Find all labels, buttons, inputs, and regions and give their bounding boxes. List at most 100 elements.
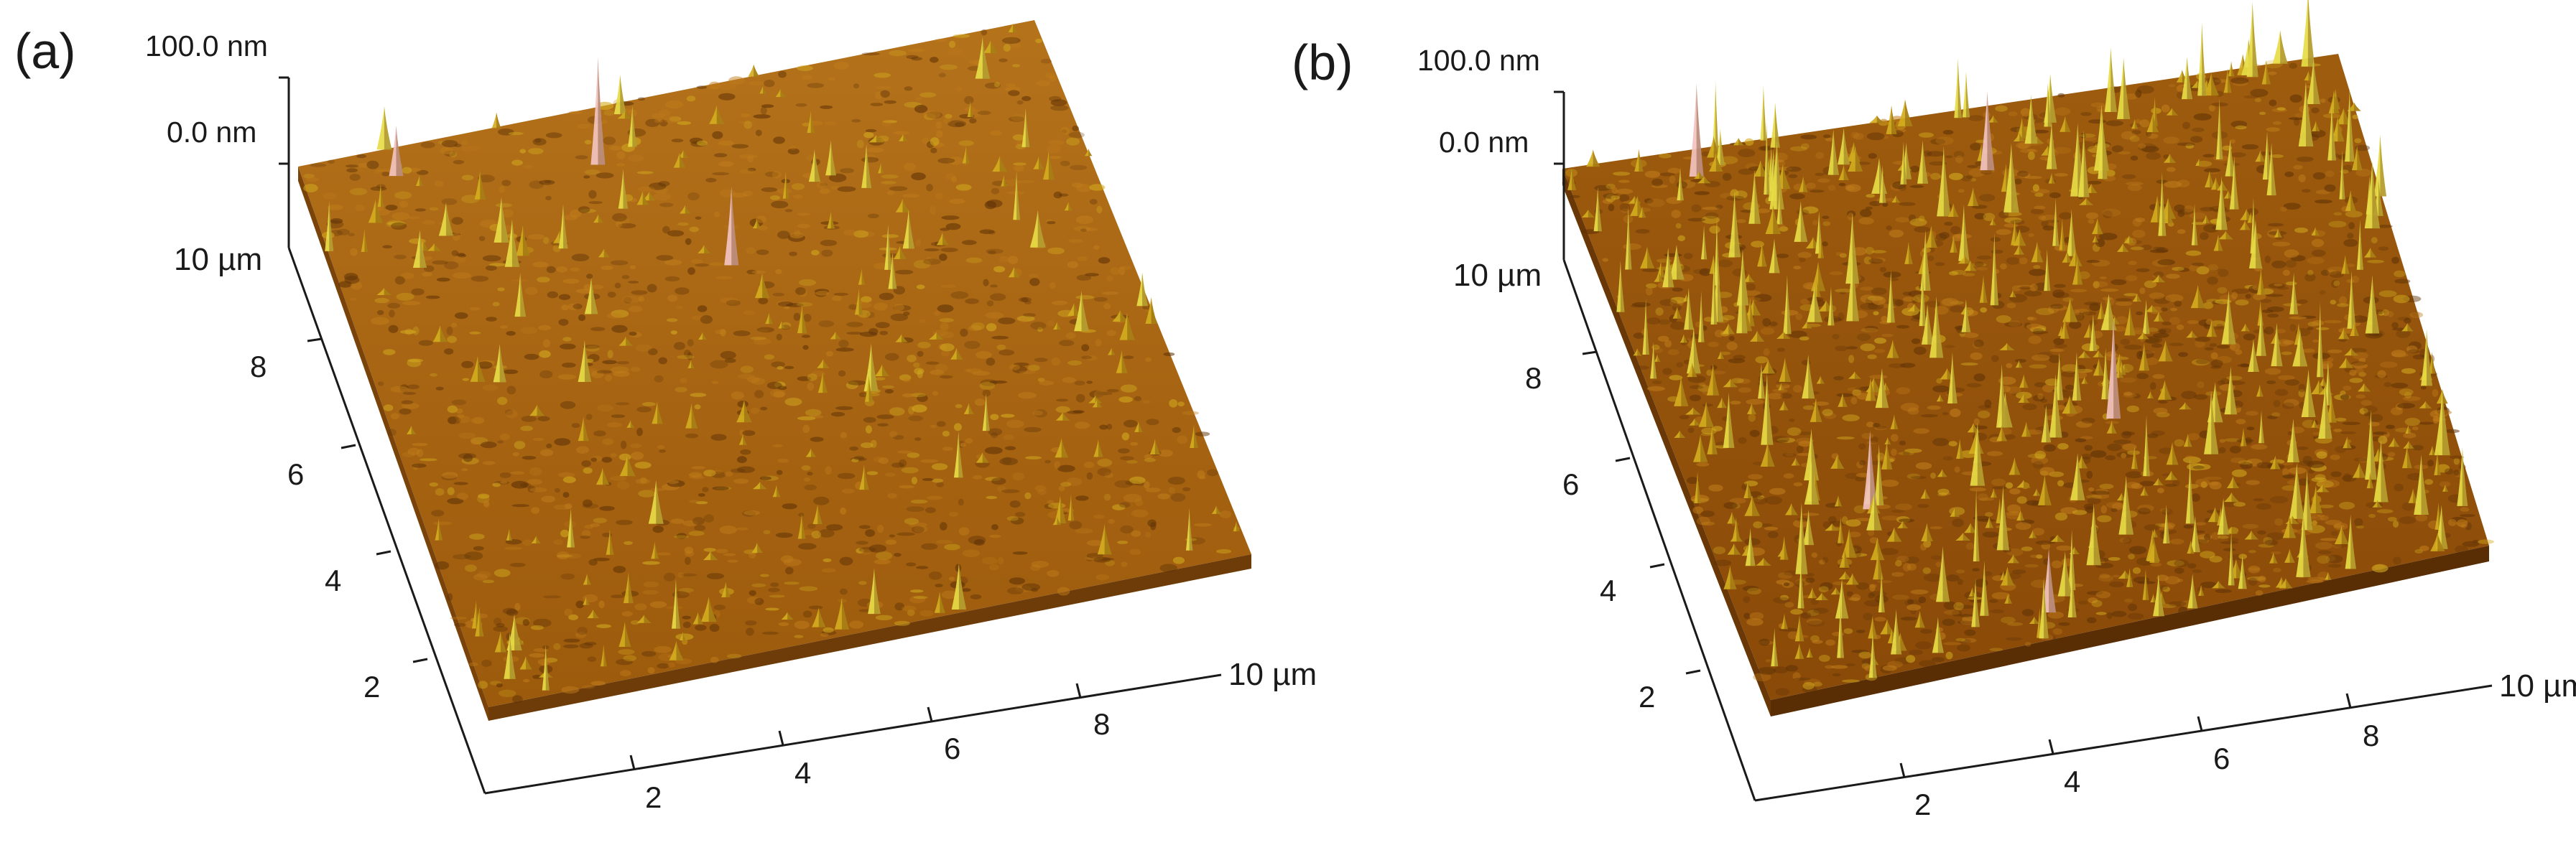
surface-peak-shadow <box>2394 437 2400 447</box>
surface-peak-shadow <box>2445 484 2449 492</box>
surface-peak <box>438 202 454 236</box>
surface-peak <box>834 597 850 630</box>
surface-grain <box>2342 475 2357 482</box>
surface-grain <box>940 284 957 289</box>
surface-peak <box>1838 127 1850 165</box>
surface-grain <box>511 480 529 489</box>
surface-grain <box>1696 462 1710 467</box>
surface-grain <box>2368 414 2383 422</box>
surface-peak <box>2116 243 2129 252</box>
surface-peak <box>494 631 507 653</box>
surface-peak <box>1891 195 1901 203</box>
surface-grain <box>986 358 996 366</box>
surface-grain <box>1016 179 1035 184</box>
surface-grain <box>2191 358 2210 366</box>
surface-grain <box>1081 344 1090 352</box>
x-tick <box>778 730 784 746</box>
surface-grain <box>583 175 590 179</box>
surface-grain <box>597 404 613 412</box>
surface-grain <box>2248 549 2256 554</box>
surface-peak-shadow <box>881 163 884 174</box>
surface-grain <box>1902 297 1914 302</box>
surface-peak <box>2066 209 2077 256</box>
surface-grain <box>412 463 427 468</box>
surface-grain <box>1095 339 1102 347</box>
surface-grain <box>2189 212 2207 220</box>
surface-peak-shadow <box>563 204 568 249</box>
surface-grain <box>2246 207 2258 216</box>
surface-peak-shadow <box>726 582 731 598</box>
surface-grain <box>1744 538 1761 546</box>
surface-peak <box>519 656 532 670</box>
surface-peak <box>2312 121 2320 131</box>
surface-grain <box>1006 516 1019 521</box>
surface-grain <box>1958 189 1965 193</box>
surface-grain <box>562 279 580 284</box>
surface-grain <box>2284 249 2299 258</box>
surface-peak-shadow <box>2057 534 2065 542</box>
surface-peak-shadow <box>871 343 879 391</box>
surface-peak-shadow <box>685 205 691 214</box>
surface-grain <box>2327 266 2345 274</box>
surface-grain <box>2270 154 2284 158</box>
surface-grain <box>2191 493 2200 502</box>
surface-grain <box>2195 340 2205 348</box>
surface-peak <box>2241 323 2251 332</box>
surface-peak <box>1804 460 1820 505</box>
surface-grain <box>1860 209 1872 218</box>
surface-grain <box>482 579 495 584</box>
surface-grain <box>537 416 550 421</box>
surface-grain <box>1771 436 1790 443</box>
surface-peak <box>474 171 486 200</box>
surface-grain <box>1667 349 1680 355</box>
surface-grain <box>1655 307 1664 316</box>
surface-grain <box>609 145 621 151</box>
surface-peak-shadow <box>1894 414 1899 429</box>
surface-grain <box>1036 80 1051 87</box>
surface-peak <box>1694 471 1701 503</box>
surface-grain <box>593 557 610 561</box>
surface-grain <box>1014 585 1032 592</box>
surface-grain <box>1671 210 1681 218</box>
surface-peak <box>2274 228 2282 238</box>
surface-peak <box>1672 307 1682 319</box>
surface-peak-shadow <box>656 480 664 524</box>
surface-grain <box>616 360 630 365</box>
surface-peak-shadow <box>2013 554 2020 564</box>
surface-grain <box>2123 391 2133 396</box>
surface-grain <box>441 198 458 205</box>
surface-grain <box>1019 370 1036 375</box>
surface-peak <box>1033 157 1044 169</box>
surface-grain <box>2081 417 2095 424</box>
surface-peak-shadow <box>2072 529 2076 591</box>
surface-grain <box>2266 294 2284 297</box>
surface-grain <box>1731 378 1744 383</box>
surface-grain <box>1825 137 1835 141</box>
surface-grain <box>928 571 942 580</box>
surface-peak-shadow <box>329 201 334 251</box>
surface-grain <box>2207 276 2218 285</box>
surface-grain <box>2187 319 2199 325</box>
surface-peak <box>2041 405 2052 443</box>
surface-grain <box>833 61 849 70</box>
surface-grain <box>657 444 665 449</box>
surface-peak <box>2093 350 2105 358</box>
surface-peak-shadow <box>936 332 945 340</box>
surface-grain <box>2317 550 2332 554</box>
surface-peak <box>2347 102 2361 111</box>
surface-peak <box>2244 531 2258 540</box>
surface-grain <box>1011 113 1026 121</box>
surface-peak-shadow <box>2129 567 2133 587</box>
surface-grain <box>2164 576 2180 584</box>
surface-grain <box>1856 333 1871 342</box>
surface-grain <box>911 477 917 485</box>
surface-grain <box>1021 583 1041 591</box>
surface-peak-shadow <box>2190 540 2195 554</box>
surface-peak-shadow <box>1816 398 1822 422</box>
surface-grain <box>2082 311 2097 316</box>
surface-peak <box>2401 445 2412 469</box>
surface-peak-shadow <box>2143 332 2149 340</box>
surface-grain <box>1051 357 1061 366</box>
surface-peak-shadow <box>537 404 545 416</box>
surface-grain <box>1793 677 1811 681</box>
